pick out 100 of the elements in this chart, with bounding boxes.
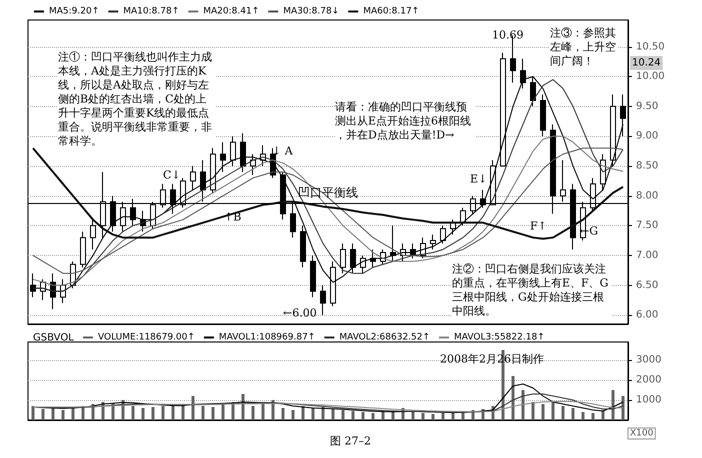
bar <box>272 400 274 420</box>
candlestick <box>540 94 546 137</box>
bar <box>242 394 244 420</box>
y-tick-label: 7.50 <box>636 220 658 232</box>
legend-label: MAVOL3:55822.18↑ <box>454 332 545 342</box>
bar <box>152 407 154 420</box>
line-series <box>32 147 624 240</box>
candlestick <box>190 166 196 190</box>
bar <box>62 410 64 420</box>
annotation: 请看：准确的凹口平衡线预测出从E点开始连拉6根阳线，并在D点放出天量!D→ <box>335 100 472 142</box>
y-tick-label: 7.00 <box>636 250 658 261</box>
candlestick <box>390 225 396 262</box>
candlestick <box>60 278 66 304</box>
annotation: ←6.00 <box>283 306 317 320</box>
annotation: F↑ <box>530 220 547 232</box>
bar <box>292 410 294 420</box>
annotation: 注③：参照其左峰，上升空间广阔！ <box>550 26 616 68</box>
bar <box>362 412 364 420</box>
candlestick <box>30 272 36 298</box>
bar <box>202 406 204 420</box>
bar <box>322 407 324 420</box>
bar <box>42 409 44 420</box>
bar <box>372 413 374 420</box>
caption: 图 27–2 <box>330 434 371 448</box>
legend-label: MA5:9.20↑ <box>49 6 100 16</box>
y-axis-title: X100 <box>630 428 654 438</box>
candlestick <box>320 284 326 316</box>
bar <box>212 407 214 420</box>
bar <box>582 412 584 420</box>
annotation: 注①：凹口平衡线也叫作主力成本线，A处是主力强行打压的K线，所以是A处取点，刚好与左侧的B处的红杏出墙，C处的上升十字星两个重要K线的最低点重合。说明平衡线非常重要，非常科学。 <box>58 50 212 148</box>
y-tick-label: 9.50 <box>636 100 658 112</box>
bar <box>132 406 134 420</box>
bar <box>162 406 164 420</box>
y-tick-label: 8.00 <box>636 190 658 202</box>
bar <box>592 413 594 420</box>
bar <box>412 412 414 420</box>
candlestick <box>370 248 376 268</box>
bar <box>332 409 334 420</box>
candlestick <box>340 243 346 274</box>
bar <box>222 404 224 420</box>
candlestick <box>350 243 356 274</box>
y-tick-label: 6.00 <box>636 310 658 321</box>
candlestick <box>80 231 86 268</box>
bar <box>312 408 314 420</box>
line-series <box>32 148 624 274</box>
candlestick <box>240 132 246 172</box>
bar <box>142 408 144 420</box>
y-tick-label: 3000 <box>636 354 662 366</box>
legend-label: MA10:8.78↑ <box>123 6 180 16</box>
bar <box>552 402 554 420</box>
y-tick-label: 6.50 <box>636 280 658 291</box>
bar <box>522 390 524 420</box>
bar <box>562 406 564 420</box>
bar <box>32 406 34 420</box>
candlestick <box>230 136 236 167</box>
candlestick <box>300 225 306 268</box>
annotation: ↓ A <box>272 144 294 158</box>
candlestick <box>220 142 226 172</box>
legend-label: MA60:8.17↑ <box>363 6 420 16</box>
bar <box>352 411 354 420</box>
candlestick <box>250 154 256 176</box>
bar <box>382 412 384 420</box>
annotation: 注②：凹口右侧是我们应该关注的重点，在平衡线上有E、F、G三根中阳线，G处开始连接三根中阳线。 <box>452 262 608 318</box>
legend-label: MAVOL2:68632.52↑ <box>339 332 430 342</box>
legend-label: VOLUME:118679.00↑ <box>98 332 195 342</box>
candlestick <box>310 254 316 298</box>
candlestick <box>90 219 96 250</box>
legend-label: MAVOL1:108969.87↑ <box>218 332 316 342</box>
ref-line-label: 凹口平衡线 <box>298 186 358 200</box>
y-tick-label: 10.50 <box>636 41 665 52</box>
y-tick-label: 2000 <box>636 374 662 386</box>
bar <box>252 406 254 420</box>
y-tick-label: 9.00 <box>636 130 658 142</box>
bar <box>262 403 264 420</box>
annotation: ↑B <box>224 210 242 224</box>
bar <box>542 404 544 420</box>
bar <box>612 390 614 420</box>
bar <box>422 413 424 420</box>
bar <box>282 408 284 420</box>
bar <box>532 402 534 420</box>
annotation: 10.69 <box>492 28 524 42</box>
bar <box>192 396 194 420</box>
bar <box>602 410 604 420</box>
text: 10.24 <box>632 58 661 68</box>
chart-title: GSBVOL <box>33 332 74 344</box>
legend-label: MA20:8.41↑ <box>203 6 260 16</box>
bar <box>172 405 174 420</box>
bar <box>572 408 574 420</box>
bar <box>342 410 344 420</box>
annotation: C↓ <box>163 168 181 182</box>
candlestick <box>430 234 436 250</box>
bar <box>442 413 444 420</box>
bar <box>512 376 514 420</box>
candlestick <box>440 225 446 244</box>
line-series <box>32 400 624 412</box>
bar <box>432 414 434 420</box>
y-tick-label: 10.00 <box>636 71 665 82</box>
bar <box>622 396 624 420</box>
annotation: E↓ <box>470 172 488 186</box>
y-tick-label: 8.50 <box>636 160 658 172</box>
